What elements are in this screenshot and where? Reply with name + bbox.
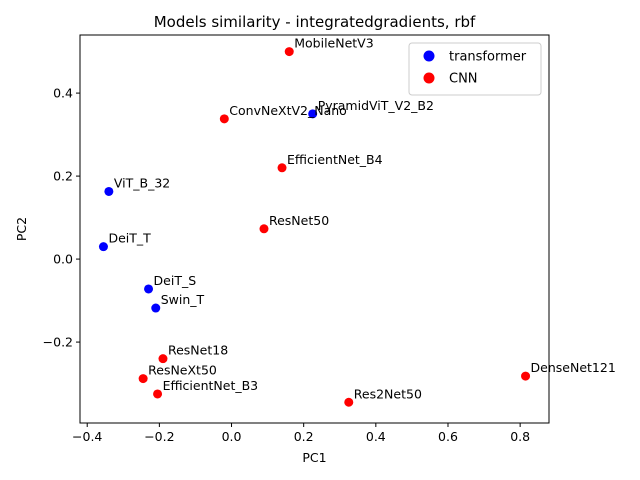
data-point bbox=[277, 163, 287, 173]
plot-frame bbox=[79, 34, 550, 424]
x-tick-label: −0.4 bbox=[72, 429, 102, 444]
data-point bbox=[219, 114, 229, 124]
point-label: ViT_B_32 bbox=[114, 175, 170, 190]
y-tick-label: 0.4 bbox=[53, 86, 73, 101]
point-label: PyramidViT_V2_B2 bbox=[318, 98, 434, 113]
data-point bbox=[344, 397, 354, 407]
data-point bbox=[153, 389, 163, 399]
point-label: EfficientNet_B4 bbox=[287, 152, 383, 167]
legend-box bbox=[408, 42, 542, 96]
y-tick-label: −0.2 bbox=[43, 335, 73, 350]
legend-label: transformer bbox=[449, 50, 527, 65]
x-tick-label: −0.2 bbox=[144, 429, 174, 444]
x-tick-label: 0.6 bbox=[438, 429, 458, 444]
legend-marker bbox=[423, 72, 435, 84]
legend: transformer CNN bbox=[408, 42, 542, 96]
legend-label: CNN bbox=[449, 72, 478, 87]
x-tick-label: 0.0 bbox=[222, 429, 242, 444]
data-point bbox=[138, 374, 148, 384]
data-point bbox=[98, 242, 108, 252]
point-label: ResNet50 bbox=[269, 213, 329, 228]
data-point bbox=[104, 186, 114, 196]
data-point bbox=[151, 303, 161, 313]
point-label: Swin_T bbox=[161, 292, 205, 307]
legend-marker bbox=[423, 50, 435, 62]
y-tick-label: 0.0 bbox=[53, 252, 73, 267]
point-label: EfficientNet_B3 bbox=[163, 378, 259, 393]
chart-title: Models similarity - integratedgradients,… bbox=[154, 13, 476, 31]
point-label: DeiT_S bbox=[154, 273, 197, 288]
point-label: ResNeXt50 bbox=[148, 363, 217, 378]
point-label: MobileNetV3 bbox=[294, 36, 373, 51]
x-tick-label: 0.2 bbox=[294, 429, 314, 444]
point-label: ResNet18 bbox=[168, 343, 228, 358]
x-tick-label: 0.8 bbox=[510, 429, 530, 444]
y-tick-label: 0.2 bbox=[53, 169, 73, 184]
point-label: DeiT_T bbox=[108, 231, 151, 246]
plot-area: −0.4 −0.2 0.0 0.2 0.4 0.6 0.8 −0.2 0.0 0.2 0.4 Pyra… bbox=[43, 34, 616, 444]
y-axis-label: PC2 bbox=[14, 217, 29, 241]
data-point bbox=[259, 224, 269, 234]
data-point bbox=[521, 371, 531, 381]
point-label: Res2Net50 bbox=[354, 386, 422, 401]
data-point bbox=[284, 47, 294, 57]
data-point bbox=[144, 284, 154, 294]
point-label: DenseNet121 bbox=[531, 360, 616, 375]
x-axis-label: PC1 bbox=[302, 450, 326, 465]
data-point bbox=[308, 109, 318, 119]
data-point bbox=[158, 354, 168, 364]
point-label: ConvNeXtV2_Nano bbox=[229, 103, 347, 118]
x-tick-label: 0.4 bbox=[366, 429, 386, 444]
